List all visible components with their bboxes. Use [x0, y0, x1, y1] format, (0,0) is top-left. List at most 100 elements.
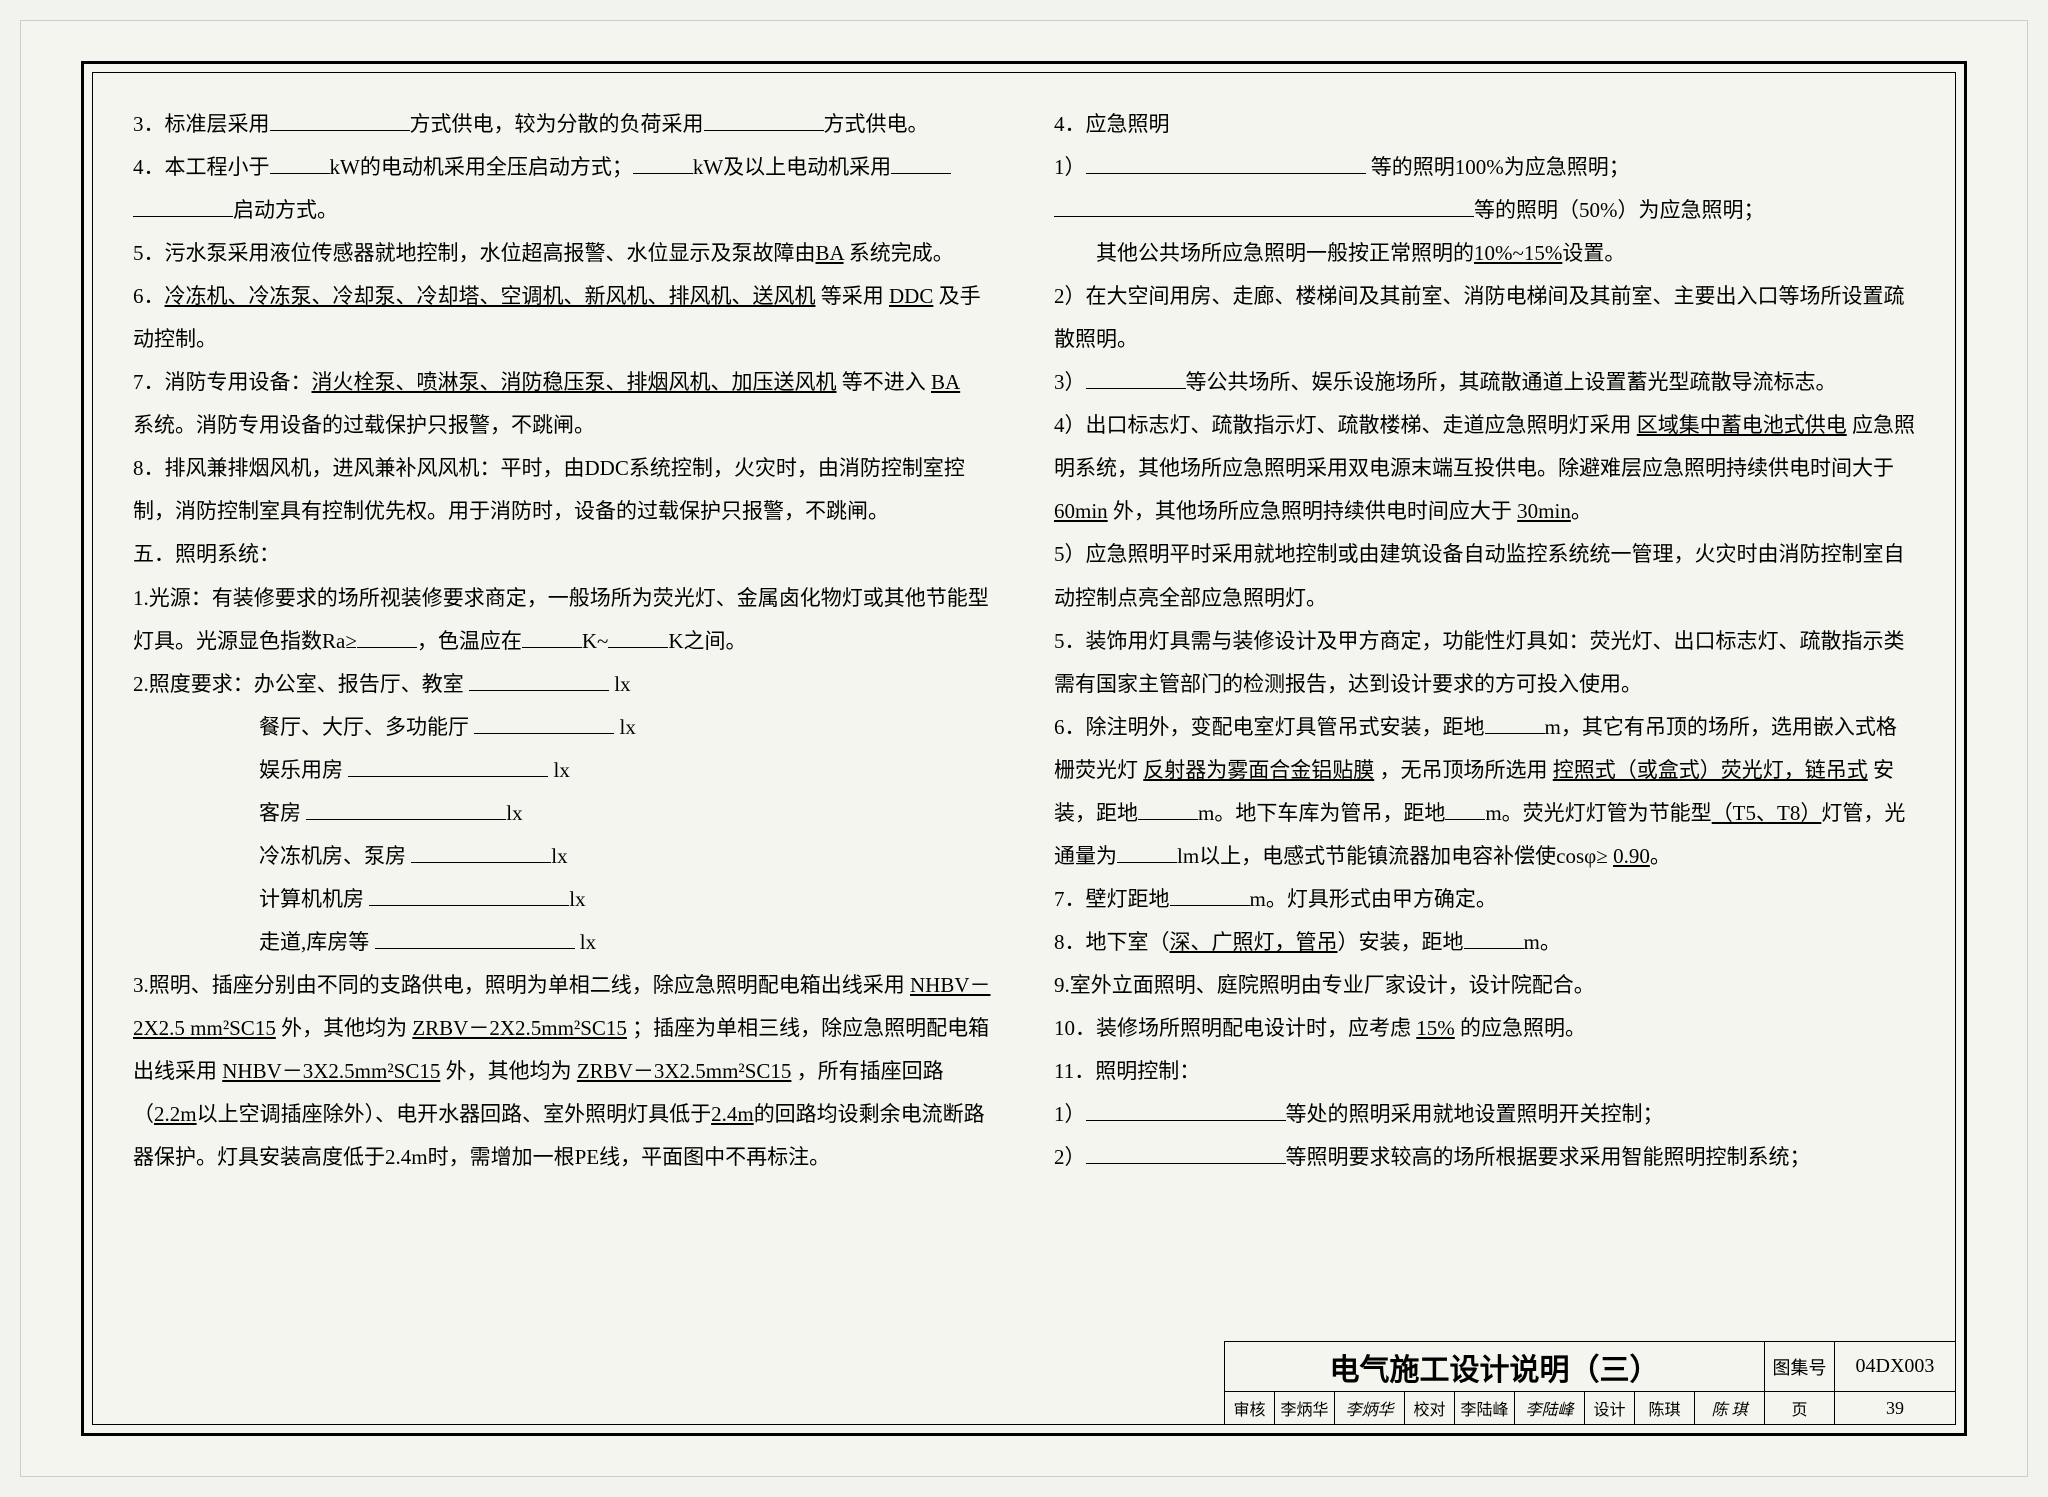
text: 以上空调插座除外）、电开水器回路、室外照明灯具低于 — [197, 1102, 712, 1126]
para-4: 4．本工程小于 kW的电动机采用全压启动方式； kW及以上电动机采用 — [133, 146, 994, 189]
text: 1） — [1054, 155, 1086, 179]
para-5-1: 1.光源：有装修要求的场所视装修要求商定，一般场所为荧光灯、金属卤化物灯或其他节… — [133, 577, 994, 663]
text: 其他公共场所应急照明一般按正常照明的 — [1096, 241, 1474, 265]
text: 5．装饰用灯具需与装修设计及甲方商定，功能性灯具如：荧光灯、出口标志灯、疏散指示… — [1054, 629, 1905, 696]
para-5-2: 2.照度要求：办公室、报告厅、教室 lx — [133, 663, 994, 706]
underline-text: 消火栓泵、喷淋泵、消防稳压泵、排烟风机、加压送风机 — [312, 370, 837, 394]
text: 外，其他均为 — [440, 1059, 577, 1083]
room-label: 客房 — [259, 801, 301, 825]
text: 11．照明控制： — [1054, 1059, 1200, 1083]
text: 3．标准层采用 — [133, 112, 270, 136]
text: kW的电动机采用全压启动方式； — [330, 155, 633, 179]
underline-text: DDC — [889, 284, 933, 308]
content-area: 3．标准层采用 方式供电，较为分散的负荷采用 方式供电。 4．本工程小于 kW的电动机… — [133, 103, 1915, 1344]
text: 4．本工程小于 — [133, 155, 270, 179]
lux-row: 餐厅、大厅、多功能厅 lx — [133, 706, 994, 749]
underline-text: 30min — [1517, 499, 1571, 523]
design-name: 陈琪 — [1635, 1392, 1695, 1424]
text: m。荧光灯灯管为节能型 — [1485, 801, 1711, 825]
unit: lx — [569, 887, 585, 911]
check-name: 李陆峰 — [1455, 1392, 1515, 1424]
text: 2） — [1054, 1145, 1086, 1169]
underline-text: ZRBV－3X2.5mm²SC15 — [577, 1059, 792, 1083]
outer-frame: 3．标准层采用 方式供电，较为分散的负荷采用 方式供电。 4．本工程小于 kW的电动机… — [81, 61, 1967, 1436]
underline-text: 反射器为雾面合金铝贴膜 — [1143, 758, 1374, 782]
text: 等采用 — [816, 284, 890, 308]
para-r4-1: 1） 等的照明100%为应急照明； — [1054, 146, 1915, 189]
right-column: 4．应急照明 1） 等的照明100%为应急照明； 等的照明（50%）为应急照明；… — [1054, 103, 1915, 1344]
underline-text: 区域集中蓄电池式供电 — [1637, 413, 1847, 437]
text: m。灯具形式由甲方确定。 — [1250, 887, 1497, 911]
review-label: 审核 — [1225, 1392, 1275, 1424]
room-label: 计算机机房 — [259, 887, 364, 911]
text: 的应急照明。 — [1455, 1016, 1586, 1040]
underline-text: BA — [816, 241, 844, 265]
drawing-code: 04DX003 — [1835, 1342, 1955, 1391]
text: 设置。 — [1562, 241, 1625, 265]
review-name: 李炳华 — [1275, 1392, 1335, 1424]
title-row-2: 审核 李炳华 李炳华 校对 李陆峰 李陆峰 设计 陈琪 陈 琪 页 39 — [1225, 1392, 1955, 1424]
para-r11-1: 1）等处的照明采用就地设置照明开关控制； — [1054, 1093, 1915, 1136]
text: 9.室外立面照明、庭院照明由专业厂家设计，设计院配合。 — [1054, 973, 1595, 997]
underline-text: 2.4m — [711, 1102, 754, 1126]
text: 8．地下室（ — [1054, 930, 1170, 954]
text: 10．装修场所照明配电设计时，应考虑 — [1054, 1016, 1416, 1040]
underline-text: 0.90 — [1613, 844, 1650, 868]
para-r4-4: 4）出口标志灯、疏散指示灯、疏散楼梯、走道应急照明灯采用 区域集中蓄电池式供电 … — [1054, 404, 1915, 533]
text: 2）在大空间用房、走廊、楼梯间及其前室、消防电梯间及其前室、主要出入口等场所设置… — [1054, 284, 1905, 351]
unit: lx — [620, 715, 636, 739]
underline-text: ZRBV－2X2.5mm²SC15 — [412, 1016, 627, 1040]
left-column: 3．标准层采用 方式供电，较为分散的负荷采用 方式供电。 4．本工程小于 kW的电动机… — [133, 103, 994, 1344]
code-label: 图集号 — [1765, 1342, 1835, 1391]
unit: lx — [506, 801, 522, 825]
text: 等处的照明采用就地设置照明开关控制； — [1286, 1102, 1664, 1126]
para-7: 7．消防专用设备：消火栓泵、喷淋泵、消防稳压泵、排烟风机、加压送风机 等不进入 … — [133, 361, 994, 404]
text: 五．照明系统： — [133, 542, 280, 566]
text: 等公共场所、娱乐设施场所，其疏散通道上设置蓄光型疏散导流标志。 — [1186, 370, 1837, 394]
text: m。 — [1524, 930, 1561, 954]
underline-text: BA — [931, 370, 960, 394]
text: ，无吊顶场所选用 — [1374, 758, 1553, 782]
lux-row: 走道,库房等 lx — [133, 921, 994, 964]
text: 外，其他场所应急照明持续供电时间应大于 — [1108, 499, 1518, 523]
text: 等不进入 — [837, 370, 932, 394]
unit: lx — [554, 758, 570, 782]
text: K之间。 — [668, 629, 746, 653]
text: 。 — [1650, 844, 1671, 868]
design-signature: 陈 琪 — [1695, 1392, 1765, 1424]
lux-row: 冷冻机房、泵房 lx — [133, 835, 994, 878]
para-r4-2: 2）在大空间用房、走廊、楼梯间及其前室、消防电梯间及其前室、主要出入口等场所设置… — [1054, 275, 1915, 361]
underline-text: 15% — [1416, 1016, 1455, 1040]
unit: lx — [580, 930, 596, 954]
text: 等的照明（50%）为应急照明； — [1474, 198, 1765, 222]
inner-frame: 3．标准层采用 方式供电，较为分散的负荷采用 方式供电。 4．本工程小于 kW的电动机… — [92, 72, 1956, 1425]
unit: lx — [614, 672, 630, 696]
lux-row: 娱乐用房 lx — [133, 749, 994, 792]
underline-text: （T5、T8） — [1712, 801, 1822, 825]
text: 方式供电，较为分散的负荷采用 — [410, 112, 704, 136]
para-r5: 5．装饰用灯具需与装修设计及甲方商定，功能性灯具如：荧光灯、出口标志灯、疏散指示… — [1054, 620, 1915, 706]
para-3: 3．标准层采用 方式供电，较为分散的负荷采用 方式供电。 — [133, 103, 994, 146]
title-block: 电气施工设计说明（三） 图集号 04DX003 审核 李炳华 李炳华 校对 李陆… — [1224, 1341, 1955, 1424]
text: K~ — [582, 629, 609, 653]
text: 外，其他均为 — [276, 1016, 413, 1040]
text: 2.照度要求：办公室、报告厅、教室 — [133, 672, 464, 696]
page-label: 页 — [1765, 1392, 1835, 1424]
para-r4: 4．应急照明 — [1054, 103, 1915, 146]
para-8: 8．排风兼排烟风机，进风兼补风风机：平时，由DDC系统控制，火灾时，由消防控制室… — [133, 447, 994, 533]
title-row-1: 电气施工设计说明（三） 图集号 04DX003 — [1225, 1342, 1955, 1392]
text: kW及以上电动机采用 — [693, 155, 891, 179]
lux-row: 计算机机房 lx — [133, 878, 994, 921]
underline-text: 控照式（或盒式）荧光灯，链吊式 — [1553, 758, 1868, 782]
text: ，色温应在 — [417, 629, 522, 653]
text: 3） — [1054, 370, 1086, 394]
para-r11: 11．照明控制： — [1054, 1050, 1915, 1093]
para-5: 5．污水泵采用液位传感器就地控制，水位超高报警、水位显示及泵故障由BA 系统完成… — [133, 232, 994, 275]
text: 7．消防专用设备： — [133, 370, 312, 394]
text: 4）出口标志灯、疏散指示灯、疏散楼梯、走道应急照明灯采用 — [1054, 413, 1637, 437]
text: 5．污水泵采用液位传感器就地控制，水位超高报警、水位显示及泵故障由 — [133, 241, 816, 265]
text: ）安装，距地 — [1338, 930, 1464, 954]
text: 方式供电。 — [824, 112, 929, 136]
para-r7: 7．壁灯距地m。灯具形式由甲方确定。 — [1054, 878, 1915, 921]
para-7b: 系统。消防专用设备的过载保护只报警，不跳闸。 — [133, 404, 994, 447]
